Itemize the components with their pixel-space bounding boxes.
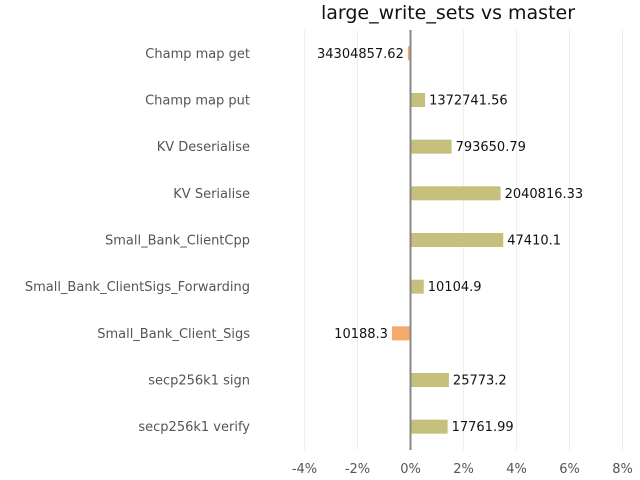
- category-label: Champ map get: [145, 47, 250, 62]
- x-tick-label: 8%: [612, 462, 633, 477]
- category-label: Small_Bank_ClientCpp: [105, 234, 250, 249]
- value-label: 47410.1: [507, 234, 561, 249]
- value-label: 10188.3: [334, 327, 388, 342]
- x-tick-label: 2%: [453, 462, 474, 477]
- x-tick-label: 4%: [506, 462, 527, 477]
- value-label: 34304857.62: [317, 47, 404, 62]
- category-labels: Champ map get Champ map put KV Deserialise…: [25, 47, 250, 435]
- x-tick-label: -2%: [345, 462, 370, 477]
- x-tick-label: -4%: [292, 462, 317, 477]
- bar: [410, 233, 504, 247]
- x-tick-label: 0%: [400, 462, 421, 477]
- bars: [391, 46, 504, 434]
- bar: [410, 93, 426, 107]
- category-label: KV Deserialise: [157, 140, 250, 155]
- chart-title: large_write_sets vs master: [321, 2, 575, 24]
- category-label: Small_Bank_ClientSigs_Forwarding: [25, 280, 250, 295]
- category-label: secp256k1 sign: [148, 374, 250, 389]
- value-label: 2040816.33: [505, 187, 584, 202]
- category-label: Small_Bank_Client_Sigs: [97, 327, 250, 342]
- bar: [410, 373, 449, 387]
- value-label: 793650.79: [456, 140, 526, 155]
- category-label: KV Serialise: [173, 187, 250, 202]
- value-label: 17761.99: [452, 420, 514, 435]
- value-labels: 34304857.62 1372741.56 793650.79 2040816.33…: [317, 47, 583, 435]
- x-tick-label: 6%: [559, 462, 580, 477]
- bar: [410, 419, 448, 434]
- value-label: 1372741.56: [429, 94, 508, 109]
- bar: [407, 46, 411, 61]
- bar: [410, 279, 424, 294]
- category-label: Champ map put: [145, 94, 250, 109]
- value-label: 10104.9: [428, 280, 482, 295]
- value-label: 25773.2: [453, 374, 507, 389]
- x-tick-labels: -4% -2% 0% 2% 4% 6% 8%: [292, 462, 633, 477]
- category-label: secp256k1 verify: [138, 420, 250, 435]
- bar: [391, 326, 411, 341]
- bar: [410, 139, 452, 154]
- bar: [410, 186, 501, 201]
